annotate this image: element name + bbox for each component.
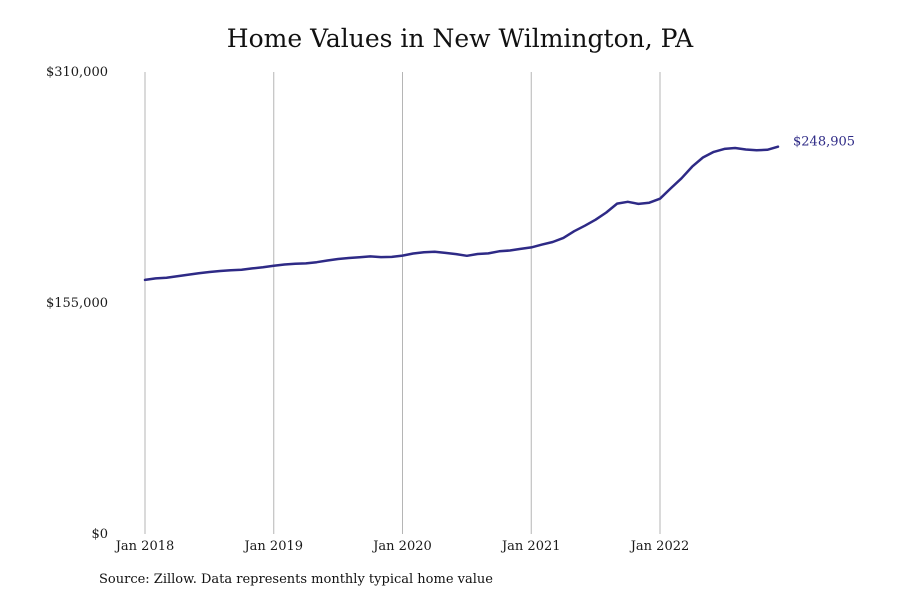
- end-value-label: $248,905: [793, 135, 855, 150]
- x-tick-label-0: Jan 2018: [114, 539, 175, 554]
- x-axis-tick-labels: Jan 2018 Jan 2019 Jan 2020 Jan 2021 Jan 2022: [114, 539, 690, 554]
- y-tick-label-0: $0: [91, 527, 108, 542]
- x-tick-label-2: Jan 2020: [371, 539, 432, 554]
- y-tick-label-1: $155,000: [46, 296, 108, 311]
- x-tick-label-4: Jan 2022: [629, 539, 690, 554]
- source-note: Source: Zillow. Data represents monthly …: [99, 572, 493, 587]
- vertical-grid-lines: [144, 72, 661, 534]
- y-tick-label-2: $310,000: [46, 65, 108, 80]
- series-line-0: [143, 145, 780, 282]
- x-tick-label-1: Jan 2019: [242, 539, 303, 554]
- y-axis-tick-labels: $0 $155,000 $310,000: [46, 65, 108, 542]
- series-group: [143, 145, 780, 282]
- x-tick-label-3: Jan 2021: [500, 539, 561, 554]
- chart-title: Home Values in New Wilmington, PA: [226, 24, 694, 53]
